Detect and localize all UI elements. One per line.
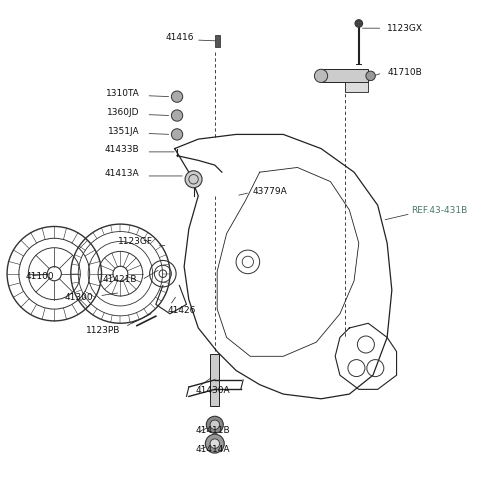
Text: 41421B: 41421B (102, 276, 137, 284)
Text: 1123PB: 1123PB (86, 326, 120, 335)
Circle shape (185, 171, 202, 188)
Text: 41300: 41300 (64, 293, 93, 302)
Circle shape (355, 20, 362, 27)
Bar (215, 35, 220, 47)
Text: 1123GF: 1123GF (119, 237, 154, 246)
Text: REF.43-431B: REF.43-431B (411, 207, 467, 215)
Circle shape (210, 439, 219, 449)
Circle shape (314, 69, 328, 83)
Text: 41411B: 41411B (196, 426, 230, 435)
Text: 41416: 41416 (165, 33, 193, 42)
Text: 1310TA: 1310TA (106, 89, 139, 98)
Text: 1123GX: 1123GX (387, 24, 423, 33)
Circle shape (366, 71, 375, 81)
Text: 41430A: 41430A (196, 386, 230, 395)
Circle shape (171, 129, 183, 140)
Circle shape (210, 420, 219, 430)
Text: 1360JD: 1360JD (107, 108, 139, 117)
Text: 41414A: 41414A (196, 445, 230, 454)
Text: 41710B: 41710B (387, 68, 422, 77)
Bar (345, 82, 368, 92)
Circle shape (206, 417, 223, 433)
Text: 41426: 41426 (168, 306, 196, 314)
Text: 41100: 41100 (26, 273, 55, 281)
Circle shape (171, 91, 183, 103)
Circle shape (205, 434, 224, 453)
Bar (321, 69, 368, 83)
Text: 41433B: 41433B (105, 145, 139, 155)
Text: 1351JA: 1351JA (108, 127, 139, 136)
Circle shape (171, 110, 183, 121)
Bar (210, 354, 218, 406)
Text: 41413A: 41413A (105, 169, 139, 177)
Text: 43779A: 43779A (252, 187, 288, 195)
